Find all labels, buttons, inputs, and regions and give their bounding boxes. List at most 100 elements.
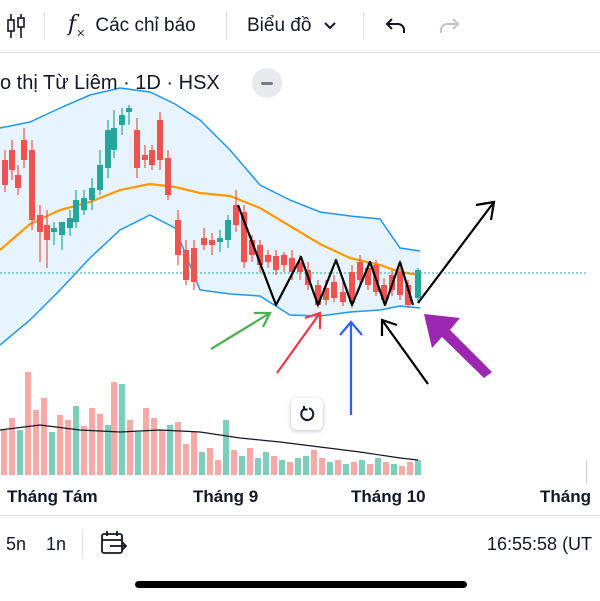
volume-bar [383, 462, 389, 475]
candle-body [397, 272, 403, 295]
volume-bar [231, 450, 237, 475]
redo-icon [440, 18, 460, 33]
candle-body [257, 245, 263, 265]
volume-bar [191, 432, 197, 475]
candle-body [281, 255, 287, 265]
go-to-date-button[interactable] [100, 530, 128, 561]
reset-chart-button[interactable] [291, 398, 323, 430]
volume-bar [255, 458, 261, 475]
candle-body [21, 140, 27, 160]
candle-body [15, 175, 21, 188]
volume-bar [175, 422, 181, 475]
candle-body [297, 262, 303, 272]
volume-bar [279, 460, 285, 475]
indicators-button[interactable]: f× Các chỉ báo [68, 10, 196, 42]
symbol-title: o thị Từ Liêm · 1D · HSX [0, 72, 220, 94]
candle-body [134, 130, 140, 168]
w-pattern-drawing [236, 204, 415, 307]
toolbar-divider [363, 12, 364, 40]
volume-bar [33, 410, 39, 475]
price-scale-border [586, 460, 587, 484]
volume-bar [351, 462, 357, 475]
candle-body [9, 150, 15, 170]
toolbar-divider [44, 12, 45, 40]
volume-bar [97, 414, 103, 475]
volume-bar [135, 432, 141, 475]
candle-body [349, 272, 355, 302]
volume-bar [119, 384, 125, 475]
candle-body [265, 255, 271, 262]
x-axis-label: Tháng 10 [351, 487, 426, 506]
volume-bar [81, 426, 87, 475]
candle-body [331, 282, 337, 298]
candle-body [381, 285, 387, 300]
volume-bar [207, 448, 213, 475]
candle-body [73, 200, 79, 222]
candle-body [201, 238, 207, 245]
volume-ma-line [0, 424, 419, 461]
candle-body [81, 198, 87, 210]
volume-bar [223, 420, 229, 475]
collapse-legend-button[interactable] [252, 68, 282, 98]
blue-arrow-head [339, 320, 363, 336]
candle-body [191, 248, 197, 282]
home-indicator [135, 581, 467, 588]
candle-body [175, 220, 181, 255]
volume-bar [303, 456, 309, 475]
x-axis-label: Tháng [540, 487, 591, 506]
volume-bar [9, 418, 15, 475]
x-axis-label: Tháng Tám [7, 487, 98, 506]
volume-bar [57, 415, 63, 475]
candle-body [225, 220, 231, 240]
x-axis-label: Tháng 9 [193, 487, 259, 506]
volume-bar [335, 460, 341, 475]
chart-canvas[interactable] [0, 53, 600, 515]
candle-body [241, 212, 247, 262]
indicators-label: Các chỉ báo [95, 15, 196, 36]
volume-bar [167, 425, 173, 475]
candle-body [249, 240, 255, 255]
candle-body [415, 270, 421, 298]
toolbar-divider [226, 12, 227, 40]
candle-body [165, 158, 171, 195]
undo-icon [385, 18, 405, 33]
candle-body [51, 228, 57, 232]
x-axis: Tháng Tám Tháng 9 Tháng 10 Tháng [0, 480, 600, 514]
candle-body [217, 238, 223, 242]
candle-body [209, 240, 215, 245]
bottom-divider [82, 530, 83, 558]
candle-body [44, 225, 50, 240]
volume-bar [151, 418, 157, 475]
reset-icon [300, 406, 315, 421]
candle-body [233, 205, 239, 225]
volume-bar [407, 462, 413, 475]
volume-bar [239, 456, 245, 475]
range-1d-button[interactable]: 1n [46, 534, 67, 554]
function-icon: f× [68, 12, 86, 40]
volume-bar [25, 372, 31, 475]
volume-bar [399, 466, 405, 475]
redo-button[interactable] [438, 10, 460, 42]
volume-bar [367, 464, 373, 475]
volume-bar [127, 420, 133, 475]
candle-body [119, 115, 125, 125]
price-chart[interactable] [0, 53, 600, 515]
volume-bar [247, 448, 253, 475]
volume-bar [49, 432, 55, 475]
chart-type-dropdown[interactable]: Biểu đồ [247, 10, 337, 42]
purple-arrow [424, 314, 492, 378]
bollinger-upper-line [0, 87, 421, 252]
volume-bar [287, 462, 293, 475]
candle-body [111, 128, 117, 150]
candles-icon[interactable] [6, 10, 26, 42]
volume-bar [199, 452, 205, 475]
volume-bar [183, 444, 189, 475]
volume-bar [17, 430, 23, 475]
candle-body [37, 215, 43, 232]
volume-bar [327, 462, 333, 475]
undo-button[interactable] [385, 10, 407, 42]
volume-bar [311, 450, 317, 475]
candle-body [273, 256, 279, 270]
range-5d-button[interactable]: 5n [6, 534, 27, 554]
candle-body [97, 165, 103, 190]
